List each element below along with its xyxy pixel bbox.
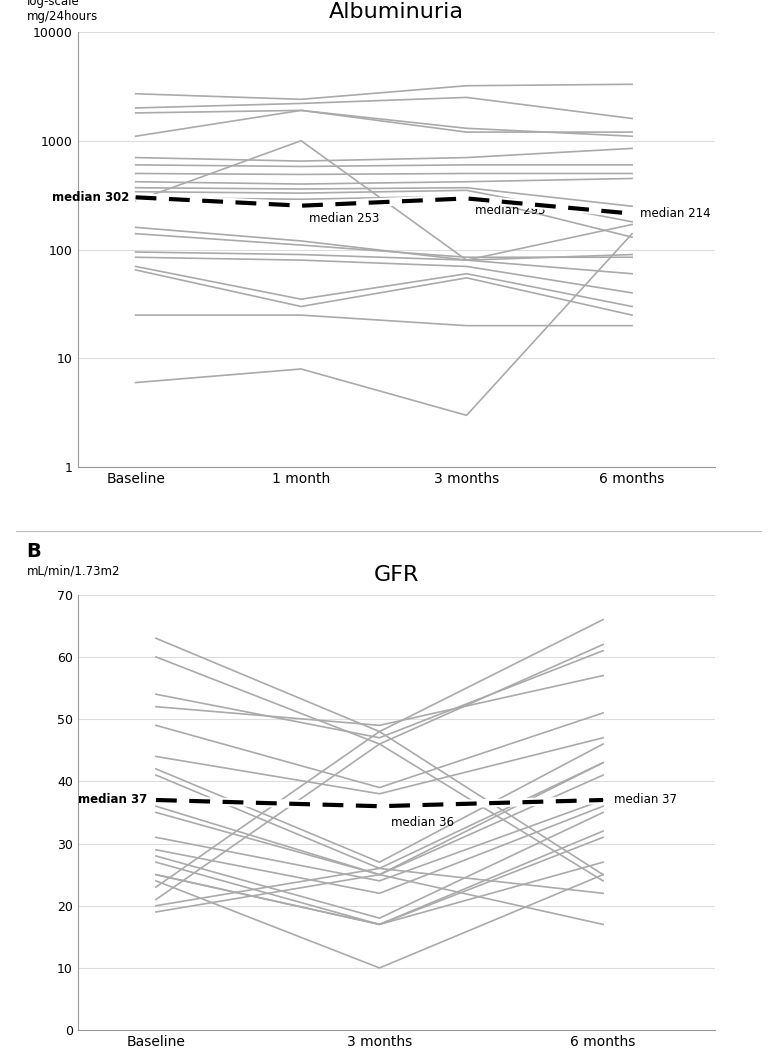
Text: log-scale
mg/24hours: log-scale mg/24hours: [26, 0, 98, 23]
Text: mL/min/1.73m2: mL/min/1.73m2: [26, 564, 120, 578]
Text: median 37: median 37: [78, 793, 147, 806]
Title: Albuminuria: Albuminuria: [329, 2, 464, 22]
Text: median 302: median 302: [51, 191, 129, 204]
Text: B: B: [26, 543, 41, 562]
Text: median 295: median 295: [475, 204, 545, 218]
Text: median 253: median 253: [309, 212, 380, 225]
Text: median 37: median 37: [615, 793, 678, 806]
Title: GFR: GFR: [374, 565, 419, 585]
Text: median 214: median 214: [640, 207, 711, 220]
Text: median 36: median 36: [391, 816, 454, 828]
